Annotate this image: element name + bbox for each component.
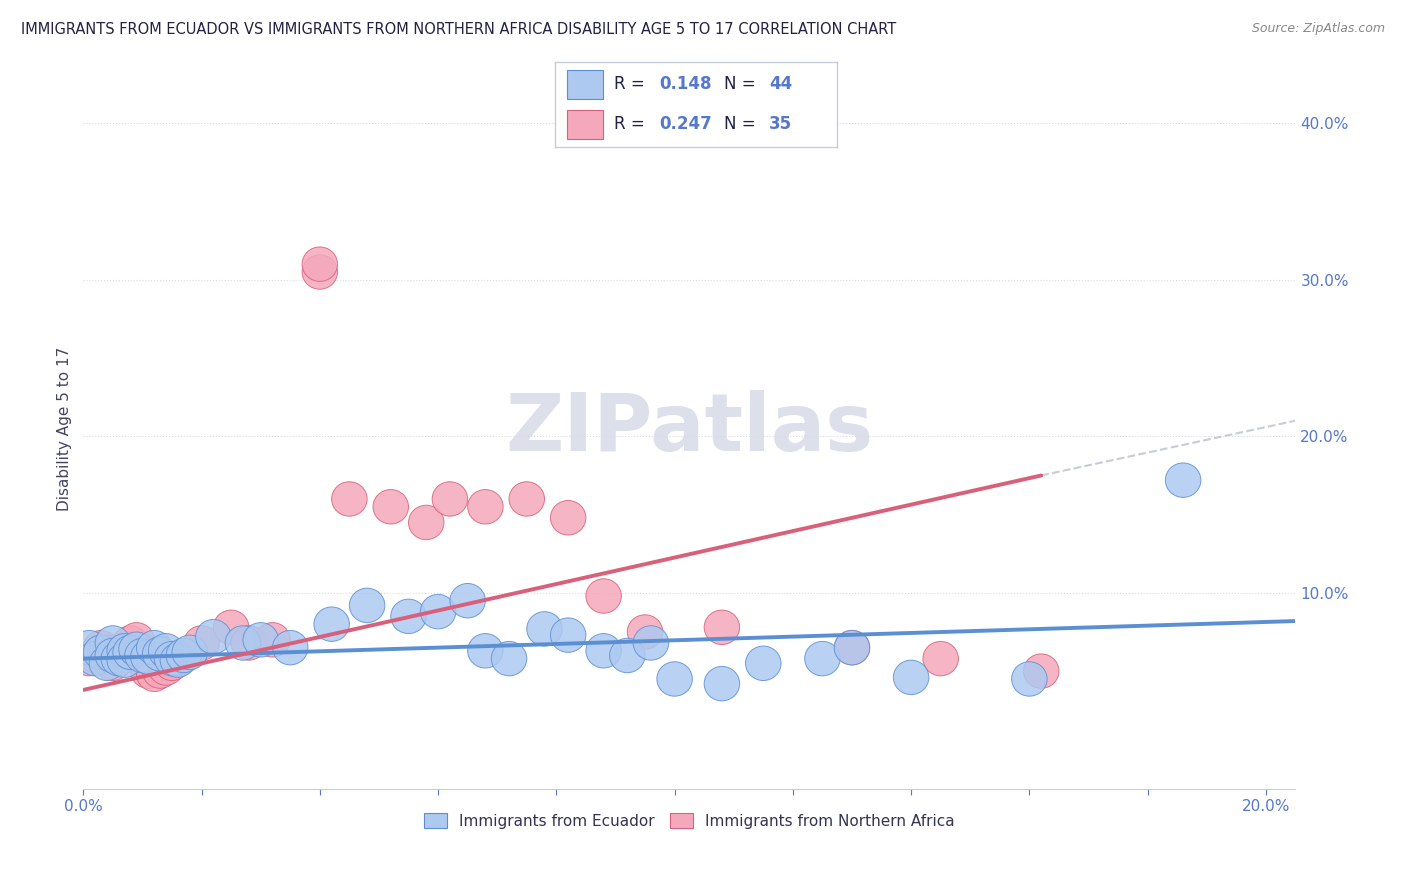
- Ellipse shape: [254, 623, 290, 657]
- Ellipse shape: [745, 646, 780, 681]
- Text: N =: N =: [724, 115, 761, 133]
- Ellipse shape: [922, 641, 959, 676]
- Ellipse shape: [1012, 662, 1047, 696]
- Ellipse shape: [72, 641, 107, 676]
- Ellipse shape: [160, 641, 195, 676]
- Ellipse shape: [704, 610, 740, 645]
- Text: 0.247: 0.247: [659, 115, 713, 133]
- Ellipse shape: [136, 657, 172, 691]
- Ellipse shape: [118, 632, 155, 666]
- Ellipse shape: [450, 583, 485, 618]
- Ellipse shape: [112, 635, 149, 670]
- Ellipse shape: [225, 626, 260, 660]
- Legend: Immigrants from Ecuador, Immigrants from Northern Africa: Immigrants from Ecuador, Immigrants from…: [418, 806, 960, 835]
- Ellipse shape: [72, 631, 107, 665]
- Ellipse shape: [118, 623, 155, 657]
- Y-axis label: Disability Age 5 to 17: Disability Age 5 to 17: [58, 346, 72, 510]
- Text: 35: 35: [769, 115, 792, 133]
- Bar: [567, 70, 603, 99]
- Ellipse shape: [627, 615, 662, 649]
- Ellipse shape: [101, 641, 136, 676]
- Ellipse shape: [96, 626, 131, 660]
- Ellipse shape: [420, 594, 456, 629]
- Ellipse shape: [184, 626, 219, 660]
- Text: N =: N =: [724, 75, 761, 93]
- Text: R =: R =: [614, 115, 651, 133]
- Ellipse shape: [409, 505, 444, 540]
- Ellipse shape: [142, 654, 179, 689]
- Ellipse shape: [349, 588, 385, 623]
- Ellipse shape: [155, 641, 190, 676]
- Text: Source: ZipAtlas.com: Source: ZipAtlas.com: [1251, 22, 1385, 36]
- Text: IMMIGRANTS FROM ECUADOR VS IMMIGRANTS FROM NORTHERN AFRICA DISABILITY AGE 5 TO 1: IMMIGRANTS FROM ECUADOR VS IMMIGRANTS FR…: [21, 22, 897, 37]
- Ellipse shape: [195, 619, 231, 654]
- Ellipse shape: [131, 654, 166, 689]
- Ellipse shape: [112, 626, 149, 660]
- Ellipse shape: [468, 633, 503, 668]
- Text: ZIPatlas: ZIPatlas: [505, 390, 873, 467]
- Ellipse shape: [1166, 463, 1201, 498]
- Ellipse shape: [527, 612, 562, 646]
- Ellipse shape: [77, 641, 112, 676]
- Ellipse shape: [166, 639, 201, 673]
- Ellipse shape: [96, 639, 131, 673]
- Ellipse shape: [834, 631, 870, 665]
- Ellipse shape: [83, 631, 118, 665]
- Ellipse shape: [509, 482, 544, 516]
- Ellipse shape: [96, 646, 131, 681]
- Text: 0.148: 0.148: [659, 75, 711, 93]
- Ellipse shape: [83, 635, 118, 670]
- Ellipse shape: [314, 607, 349, 641]
- Ellipse shape: [125, 639, 160, 673]
- Ellipse shape: [231, 626, 267, 660]
- Ellipse shape: [610, 639, 645, 673]
- Ellipse shape: [586, 579, 621, 613]
- Ellipse shape: [125, 641, 160, 676]
- Ellipse shape: [155, 646, 190, 681]
- Ellipse shape: [302, 247, 337, 281]
- Ellipse shape: [633, 626, 669, 660]
- Ellipse shape: [142, 637, 179, 671]
- Ellipse shape: [1024, 654, 1059, 689]
- Ellipse shape: [101, 633, 136, 668]
- Ellipse shape: [302, 255, 337, 289]
- Ellipse shape: [468, 490, 503, 524]
- Ellipse shape: [704, 666, 740, 701]
- Ellipse shape: [107, 639, 142, 673]
- Ellipse shape: [107, 643, 142, 677]
- Ellipse shape: [491, 641, 527, 676]
- Ellipse shape: [373, 490, 409, 524]
- Ellipse shape: [893, 660, 929, 695]
- Ellipse shape: [273, 631, 308, 665]
- Bar: [567, 110, 603, 139]
- Ellipse shape: [149, 651, 184, 685]
- Ellipse shape: [89, 635, 125, 670]
- Ellipse shape: [391, 599, 426, 633]
- Ellipse shape: [332, 482, 367, 516]
- Ellipse shape: [107, 633, 142, 668]
- Ellipse shape: [550, 618, 586, 652]
- Ellipse shape: [432, 482, 468, 516]
- Ellipse shape: [172, 635, 208, 670]
- Ellipse shape: [160, 643, 195, 677]
- Ellipse shape: [834, 631, 870, 665]
- Ellipse shape: [131, 640, 166, 674]
- Ellipse shape: [214, 610, 249, 645]
- Ellipse shape: [149, 633, 184, 668]
- Ellipse shape: [77, 639, 112, 673]
- Ellipse shape: [804, 641, 841, 676]
- Text: 44: 44: [769, 75, 793, 93]
- Ellipse shape: [657, 662, 692, 696]
- Ellipse shape: [243, 623, 278, 657]
- Ellipse shape: [550, 500, 586, 535]
- Text: R =: R =: [614, 75, 651, 93]
- Ellipse shape: [89, 646, 125, 681]
- Ellipse shape: [586, 633, 621, 668]
- Ellipse shape: [136, 631, 172, 665]
